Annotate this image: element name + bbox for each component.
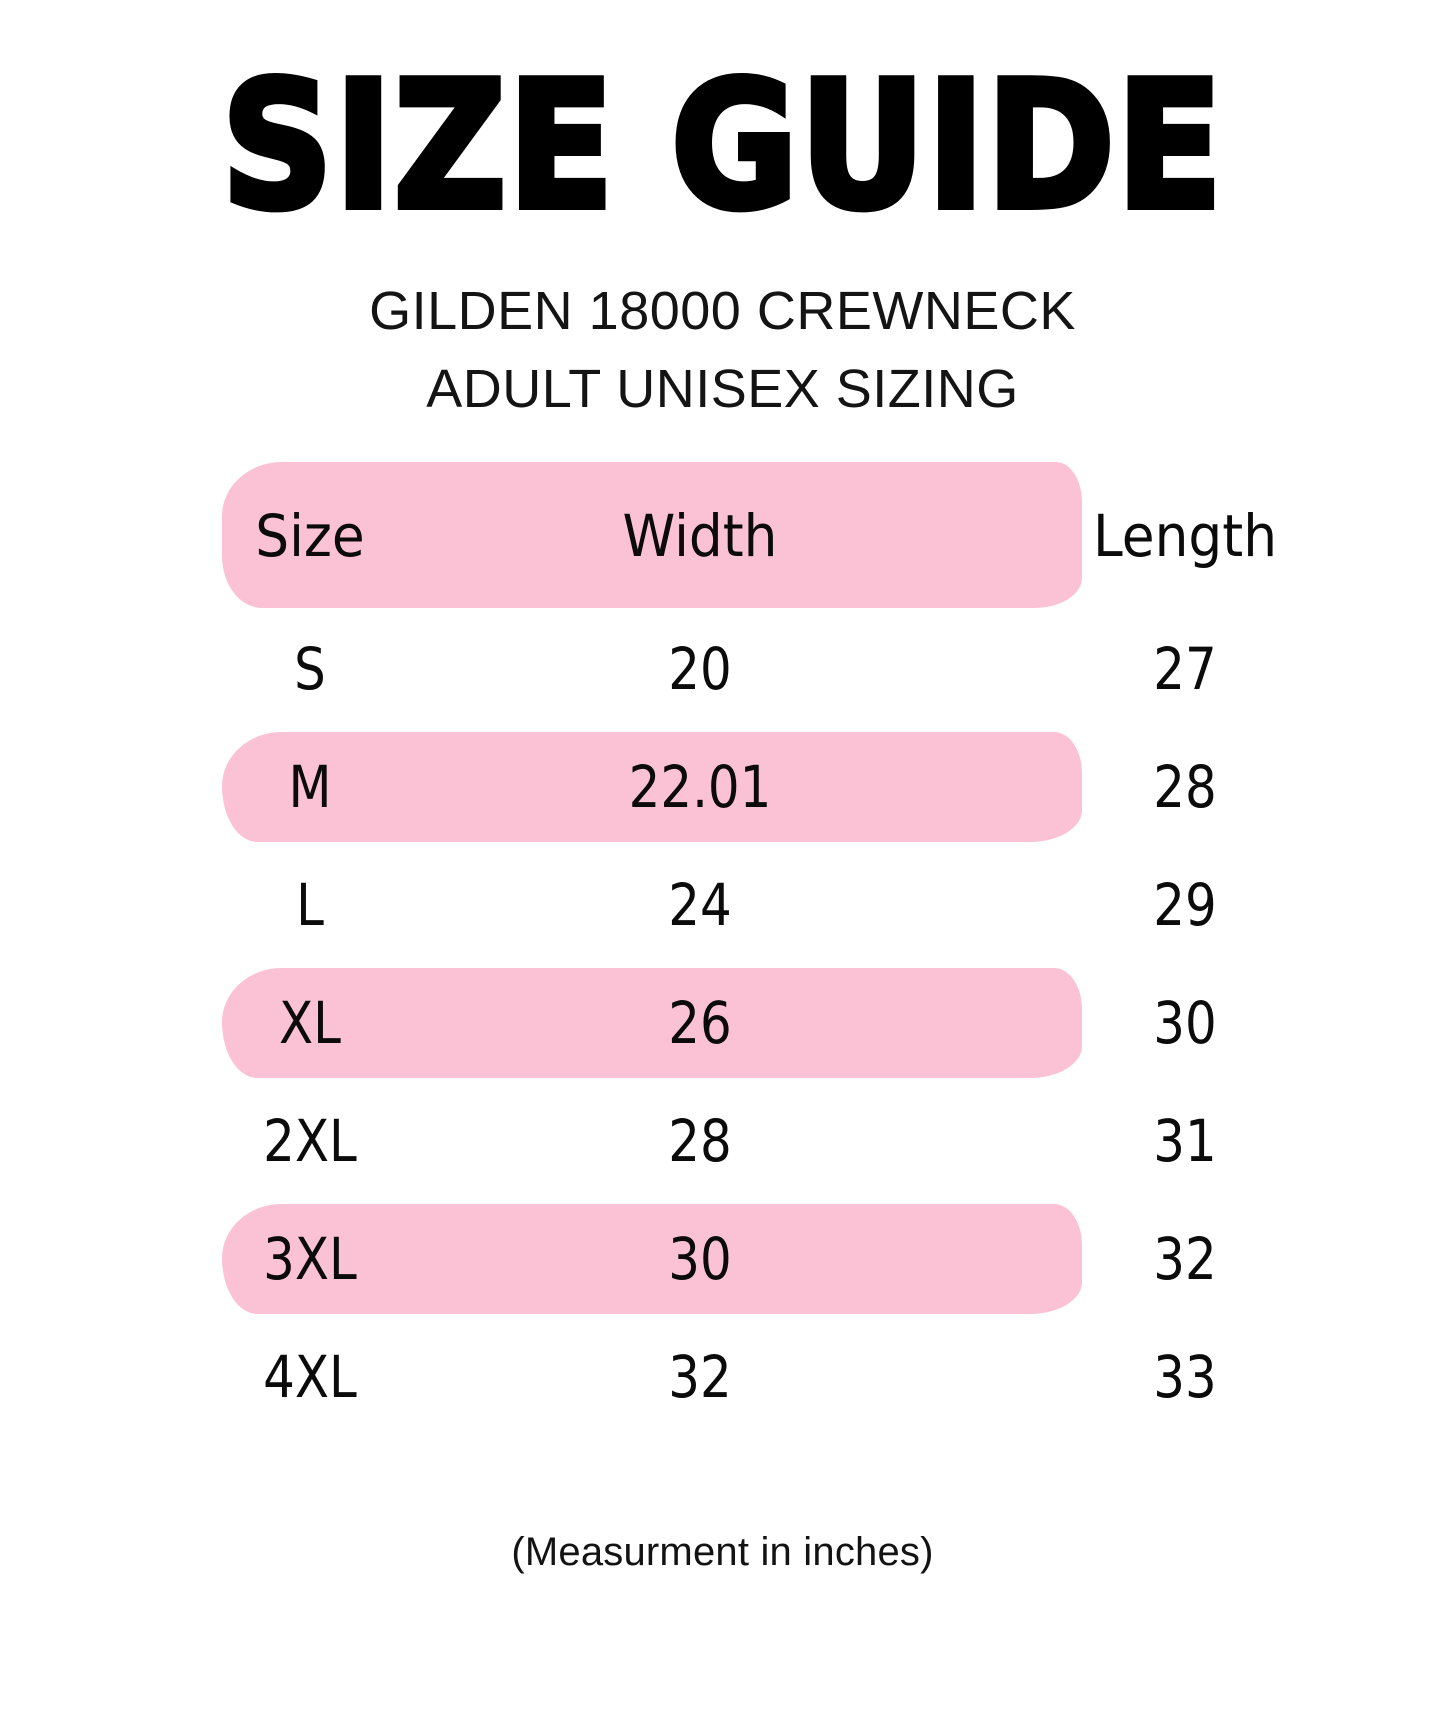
subtitle-line-2: ADULT UNISEX SIZING <box>426 359 1019 419</box>
cell-width: 22.01 <box>628 753 772 821</box>
row-cells: 4XL 32 33 <box>0 1348 1445 1406</box>
cell-length: 31 <box>1153 1107 1217 1175</box>
table-row: S 20 27 <box>0 610 1445 728</box>
row-highlight-band <box>222 732 1082 842</box>
cell-length: 30 <box>1153 989 1217 1057</box>
cell-width: 24 <box>668 871 732 939</box>
cell-length: 33 <box>1153 1343 1217 1411</box>
cell-size: L <box>296 871 324 939</box>
row-cells: 2XL 28 31 <box>0 1112 1445 1170</box>
size-table: Size Width Length S 20 27 M 22.01 28 <box>0 462 1445 1436</box>
cell-length: 32 <box>1153 1225 1217 1293</box>
row-highlight-band <box>222 968 1082 1078</box>
cell-size: M <box>288 753 332 821</box>
row-cells: S 20 27 <box>0 640 1445 698</box>
subtitle-line-1: GILDEN 18000 CREWNECK <box>369 281 1076 341</box>
column-header-length: Length <box>1092 502 1278 570</box>
cell-width: 30 <box>668 1225 732 1293</box>
cell-width: 20 <box>668 635 732 703</box>
table-row: 3XL 30 32 <box>0 1200 1445 1318</box>
row-highlight-band <box>222 462 1082 608</box>
table-row: M 22.01 28 <box>0 728 1445 846</box>
cell-size: XL <box>279 989 341 1057</box>
measurement-note: (Measurment in inches) <box>511 1530 934 1574</box>
table-row: 2XL 28 31 <box>0 1082 1445 1200</box>
cell-length: 29 <box>1153 871 1217 939</box>
footer-container: (Measurment in inches) <box>0 1528 1445 1576</box>
cell-length: 27 <box>1153 635 1217 703</box>
row-cells: XL 26 30 <box>0 994 1445 1052</box>
column-header-width: Width <box>622 502 778 570</box>
cell-size: 3XL <box>263 1225 357 1293</box>
cell-size: 2XL <box>263 1107 357 1175</box>
column-header-size: Size <box>255 502 365 570</box>
page-title: SIZE GUIDE <box>218 44 1225 248</box>
row-highlight-band <box>222 1204 1082 1314</box>
header-cells: Size Width Length <box>0 507 1445 565</box>
row-cells: L 24 29 <box>0 876 1445 934</box>
cell-width: 32 <box>668 1343 732 1411</box>
cell-width: 28 <box>668 1107 732 1175</box>
cell-size: 4XL <box>263 1343 357 1411</box>
cell-size: S <box>294 635 326 703</box>
cell-width: 26 <box>668 989 732 1057</box>
table-row: XL 26 30 <box>0 964 1445 1082</box>
table-row: 4XL 32 33 <box>0 1318 1445 1436</box>
row-cells: 3XL 30 32 <box>0 1230 1445 1288</box>
subtitle-container: GILDEN 18000 CREWNECK ADULT UNISEX SIZIN… <box>0 272 1445 428</box>
cell-length: 28 <box>1153 753 1217 821</box>
table-header-row: Size Width Length <box>0 462 1445 610</box>
page-title-container: SIZE GUIDE <box>0 55 1445 237</box>
table-row: L 24 29 <box>0 846 1445 964</box>
row-cells: M 22.01 28 <box>0 758 1445 816</box>
